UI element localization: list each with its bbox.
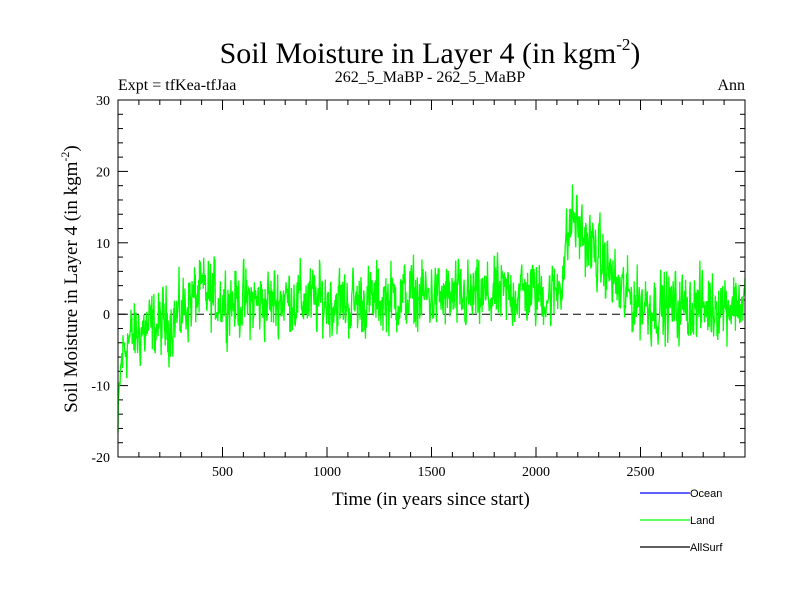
y-tick-label: 0 [103,308,110,323]
y-axis-label: Soil Moisture in Layer 4 (in kgm-2) [58,145,82,413]
y-axis-label-superscript: -2 [58,152,72,162]
y-axis-label-suffix: ) [61,145,82,151]
legend-label-land: Land [690,515,714,527]
x-tick-label: 2500 [627,465,655,480]
subtitle-left: Expt = tfKea-tfJaa [118,77,236,94]
y-tick-label: -20 [91,451,110,466]
y-tick-label: 10 [96,237,110,252]
legend-label-allsurf: AllSurf [690,542,723,554]
x-tick-label: 500 [212,465,233,480]
y-tick-label: 20 [96,165,110,180]
y-tick-label: 30 [96,94,110,109]
chart-title-suffix: ) [630,37,640,70]
axis-ticks: 500 1000 1500 2000 2500 -20 -10 0 10 20 30 [91,94,745,480]
series-layer [117,184,746,433]
chart-title: Soil Moisture in Layer 4 (in kgm-2) [220,35,641,70]
series-line-land [117,184,746,433]
x-tick-label: 2000 [522,465,550,480]
plot-frame [117,99,746,458]
subtitle-right: Ann [717,77,745,94]
y-tick-label: -10 [91,380,110,395]
x-axis-label: Time (in years since start) [332,489,530,510]
legend: Ocean Land AllSurf [640,488,723,554]
legend-label-ocean: Ocean [690,488,722,500]
x-tick-label: 1000 [313,465,341,480]
subtitle-center: 262_5_MaBP - 262_5_MaBP [335,69,526,86]
chart-title-superscript: -2 [616,35,630,54]
x-tick-label: 1500 [418,465,446,480]
